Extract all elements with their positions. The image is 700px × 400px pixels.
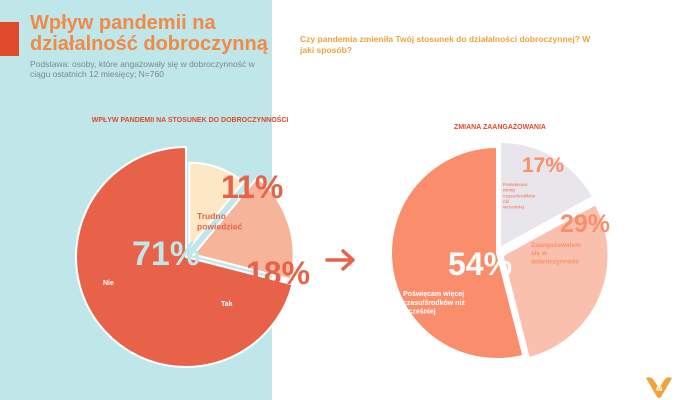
slice-value-label-0-1: 11% (221, 169, 283, 205)
pie-slice-1-1 (499, 140, 595, 250)
arrow-right-icon (325, 249, 355, 271)
pie-slice-1-0 (390, 145, 525, 360)
accent-bar (0, 22, 19, 56)
survey-question: Czy pandemia zmieniła Twój stosunek do d… (300, 34, 591, 55)
slice-value-label-1-2: 29% (560, 210, 610, 238)
pie-slice-1-2 (501, 202, 610, 360)
page-title: Wpływ pandemii na działalność dobroczynn… (30, 12, 268, 55)
pie-slice-0-1 (188, 161, 245, 251)
slice-value-label-1-1: 17% (522, 154, 564, 177)
slice-category-label-1-2: Zaangażowałem się w dobroczynność (531, 242, 581, 265)
slice-category-label-1-0: Poświęcam więcej czasu/środków niż wcześni… (402, 291, 465, 316)
pie-slice-0-0 (75, 145, 294, 368)
slice-category-label-0-0: Nie (103, 280, 114, 287)
slice-category-label-0-1: Trudno powiedzieć (197, 211, 243, 232)
right-chart-title: ZMIANA ZAANGAŻOWANIA (454, 124, 546, 131)
left-chart-title: WPŁYW PANDEMII NA STOSUNEK DO DOBROCZYNN… (91, 117, 289, 124)
slice-value-label-1-0: 54% (448, 246, 512, 282)
pie-slice-0-2 (191, 176, 295, 281)
slice-category-label-1-1: Poświęcam mniej czasu/środków niż wcześniej (502, 182, 536, 210)
slice-value-label-0-2: 18% (246, 255, 310, 291)
page-subtitle: Podstawa: osoby, które angażowały się w … (30, 59, 255, 79)
slice-category-label-0-2: Tak (221, 301, 233, 308)
slice-value-label-0-0: 71% (132, 235, 200, 273)
logo-icon (646, 377, 672, 398)
page-number: 46 (655, 387, 663, 393)
